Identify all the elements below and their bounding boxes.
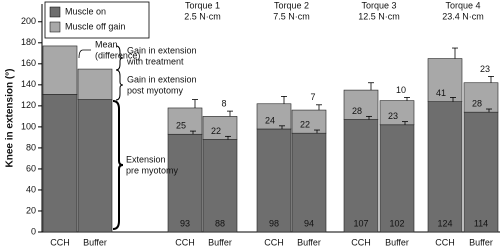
value-label: 24: [265, 115, 275, 125]
value-label: 98: [269, 218, 279, 228]
y-tick-label: 200: [21, 16, 36, 26]
annotation: Gain in extension: [127, 74, 197, 84]
bar-segment: [256, 103, 292, 130]
group-sublabel: 7.5 N·cm: [273, 11, 310, 21]
x-tick-label: CCH: [351, 237, 371, 247]
group-sublabel: 2.5 N·cm: [184, 11, 221, 21]
brace: [115, 69, 124, 101]
value-label: 22: [300, 120, 310, 130]
annotation: with treatment: [126, 56, 184, 66]
y-axis-label: Knee in extension (°): [5, 68, 16, 167]
group-label: Torque 4: [445, 0, 480, 10]
y-tick-label: 120: [21, 100, 36, 110]
x-tick-label: Buffer: [208, 237, 232, 247]
x-tick-label: CCH: [264, 237, 284, 247]
y-tick-label: 180: [21, 37, 36, 47]
bar-segment: [379, 124, 415, 233]
bar-segment: [427, 58, 463, 102]
annotation: pre myotomy: [126, 165, 179, 175]
y-tick-label: 100: [21, 121, 36, 131]
value-label: 23: [388, 111, 398, 121]
bar-segment: [291, 109, 327, 134]
y-tick-label: 80: [26, 142, 36, 152]
annotation: (difference): [95, 50, 140, 60]
bar-segment: [167, 107, 203, 135]
bar-segment: [379, 100, 415, 126]
value-label: 94: [304, 218, 314, 228]
bar-segment: [202, 116, 238, 140]
value-label: 41: [436, 88, 446, 98]
value-label: 93: [180, 218, 190, 228]
y-tick-label: 0: [31, 226, 36, 236]
bar-segment: [256, 128, 292, 233]
bar-segment: [427, 101, 463, 233]
group-label: Torque 2: [274, 0, 309, 10]
difference-label: 23: [480, 64, 490, 74]
bar-segment: [343, 119, 379, 233]
x-tick-label: CCH: [175, 237, 195, 247]
annotation: Gain in extension: [127, 45, 197, 55]
x-tick-label: Buffer: [385, 237, 409, 247]
x-tick-label: CCH: [50, 237, 70, 247]
value-label: 25: [176, 121, 186, 131]
group-sublabel: 12.5 N·cm: [358, 11, 400, 21]
brace: [115, 45, 124, 71]
brace: [112, 100, 124, 230]
bar-segment: [291, 132, 327, 233]
x-tick-label: Buffer: [297, 237, 321, 247]
y-tick-label: 140: [21, 79, 36, 89]
legend-box: [44, 1, 150, 39]
y-tick-label: 40: [26, 184, 36, 194]
value-label: 102: [389, 218, 404, 228]
annotation: Mean: [95, 39, 118, 49]
bar-segment: [42, 45, 78, 95]
legend-label: Muscle on: [65, 6, 106, 16]
group-label: Torque 3: [361, 0, 396, 10]
bar-segment: [167, 133, 203, 233]
bar-segment: [77, 68, 113, 100]
y-tick-label: 160: [21, 58, 36, 68]
value-label: 22: [211, 126, 221, 136]
legend-label: Muscle off gain: [65, 21, 125, 31]
value-label: 107: [353, 218, 368, 228]
x-tick-label: Buffer: [83, 237, 107, 247]
bar-segment: [77, 99, 113, 233]
annotation: post myotomy: [127, 85, 184, 95]
annotation: Extension: [126, 154, 166, 164]
value-label: 114: [474, 218, 488, 228]
bar-segment: [42, 93, 78, 233]
pointer: [78, 49, 91, 59]
value-label: 28: [472, 99, 482, 109]
group-label: Torque 1: [185, 0, 220, 10]
bar-segment: [343, 89, 379, 120]
difference-label: 8: [221, 98, 226, 108]
group-sublabel: 23.4 N·cm: [442, 11, 484, 21]
x-tick-label: Buffer: [469, 237, 493, 247]
legend-swatch: [49, 6, 61, 18]
difference-label: 7: [310, 92, 315, 102]
difference-label: 10: [396, 85, 406, 95]
legend-swatch: [49, 21, 61, 33]
value-label: 88: [215, 218, 225, 228]
y-tick-label: 60: [26, 163, 36, 173]
bar-segment: [463, 82, 499, 113]
value-label: 28: [352, 106, 362, 116]
value-label: 124: [437, 218, 452, 228]
bar-segment: [463, 111, 499, 233]
x-tick-label: CCH: [435, 237, 455, 247]
y-tick-label: 20: [26, 205, 36, 215]
